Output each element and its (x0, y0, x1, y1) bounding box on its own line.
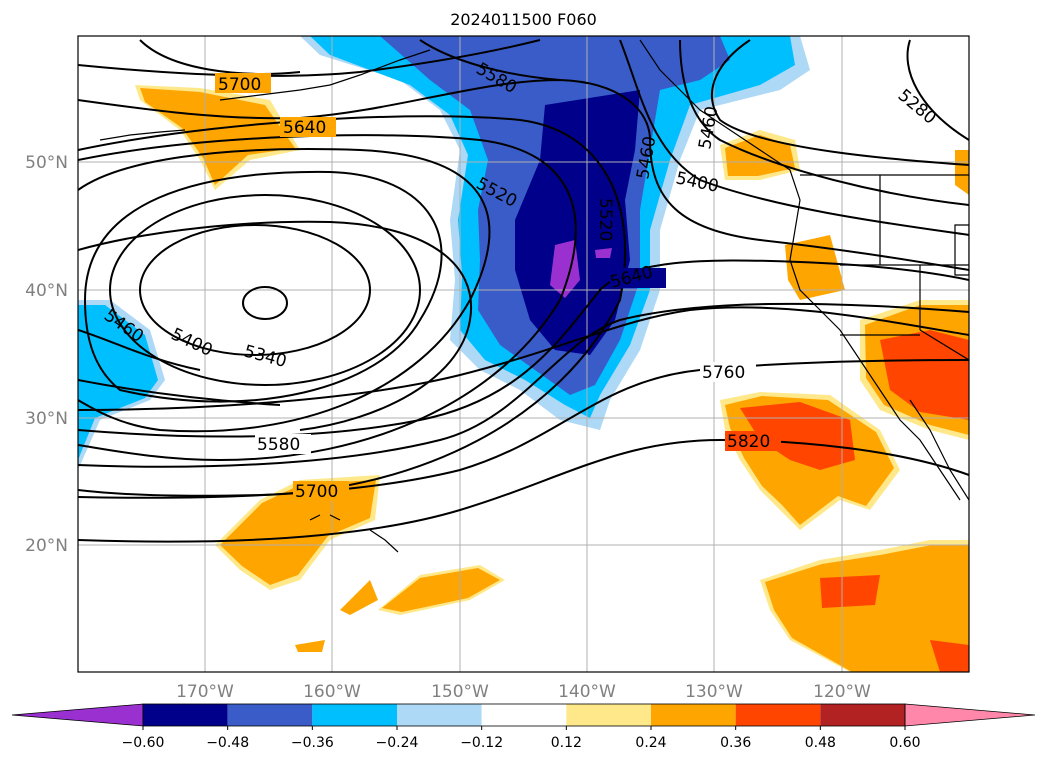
colorbar-tick-label: −0.24 (376, 735, 419, 751)
lat-label-20n: 20°N (25, 536, 68, 556)
colorbar-extend-min (11, 703, 144, 727)
colorbar-tick-label: 0.24 (635, 735, 666, 751)
lat-label-30n: 30°N (25, 409, 68, 429)
lon-label-150w: 150°W (431, 682, 489, 702)
colorbar-extend-max (904, 703, 1036, 727)
colorbar-tick-label: −0.60 (122, 735, 165, 751)
lon-label-130w: 130°W (685, 682, 743, 702)
colorbar-segment (227, 704, 313, 726)
map-panel: 5700 5640 5580 5520 5460 5400 5340 5460 … (78, 36, 969, 672)
colorbar: −0.60 −0.48 −0.36 −0.24 −0.12 0.12 0.24 0.36 0.4… (11, 703, 1036, 751)
colorbar-segment (143, 704, 228, 726)
positive-anomaly-region (135, 85, 969, 672)
colorbar-segment (566, 704, 651, 726)
latitude-labels: 50°N 40°N 30°N 20°N (25, 153, 68, 556)
map-title: 2024011500 F060 (450, 10, 597, 29)
colorbar-tick-label: −0.48 (206, 735, 249, 751)
colorbar-segment (651, 704, 736, 726)
colorbar-tick-label: 0.36 (720, 735, 751, 751)
lon-label-140w: 140°W (558, 682, 616, 702)
colorbar-tick-label: −0.36 (291, 735, 334, 751)
contour-label-5760: 5760 (702, 363, 745, 383)
colorbar-segment (735, 704, 821, 726)
colorbar-segment (481, 704, 567, 726)
longitude-labels: 170°W 160°W 150°W 140°W 130°W 120°W (176, 682, 871, 702)
colorbar-frame (142, 703, 906, 727)
map-frame (77, 35, 970, 673)
colorbar-segment (312, 704, 397, 726)
colorbar-segment (820, 704, 905, 726)
contour-label-5820: 5820 (727, 432, 770, 452)
lon-label-120w: 120°W (813, 682, 871, 702)
contour-label-5580-south: 5580 (257, 435, 300, 455)
colorbar-segment (397, 704, 482, 726)
lat-label-50n: 50°N (25, 153, 68, 173)
lon-label-170w: 170°W (176, 682, 234, 702)
contour-label-5700-south: 5700 (295, 482, 338, 502)
colorbar-tick-label: 0.12 (551, 735, 582, 751)
lon-label-160w: 160°W (303, 682, 361, 702)
colorbar-tick-label: −0.12 (460, 735, 503, 751)
contour-label-5640-north: 5640 (283, 118, 326, 138)
lat-label-40n: 40°N (25, 281, 68, 301)
contour-label-5520-top: 5520 (595, 198, 615, 241)
graticule (78, 36, 969, 672)
colorbar-tick-label: 0.60 (889, 735, 920, 751)
contour-label-5700-north: 5700 (218, 75, 261, 95)
colorbar-tick-label: 0.48 (805, 735, 836, 751)
